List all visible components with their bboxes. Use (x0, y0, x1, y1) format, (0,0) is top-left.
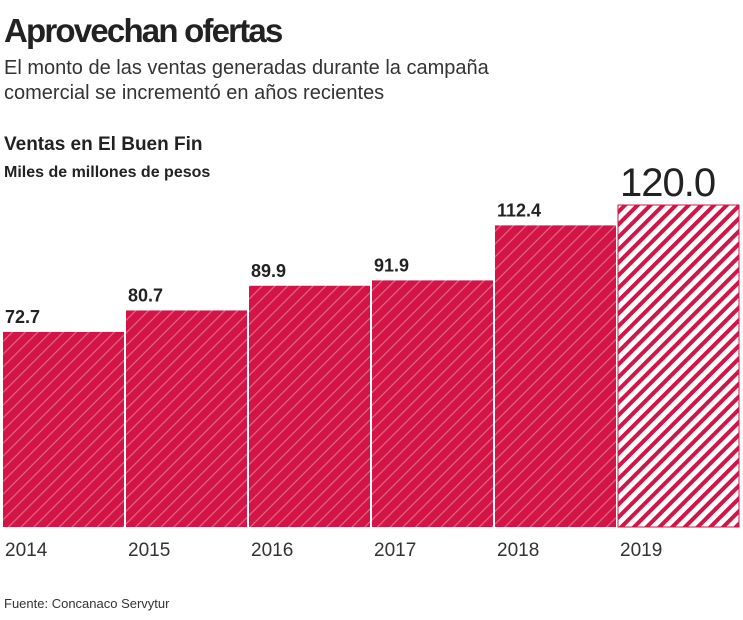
value-label: 120.0 (620, 161, 715, 205)
x-tick-label: 2014 (5, 540, 48, 561)
bar (495, 225, 616, 528)
x-tick-label: 2018 (497, 540, 539, 561)
bar (372, 280, 493, 527)
x-tick-label: 2015 (128, 540, 170, 561)
value-label: 112.4 (497, 200, 541, 220)
x-tick-label: 2019 (620, 540, 662, 561)
subtitle: El monto de las ventas generadas durante… (4, 57, 490, 79)
x-tick-label: 2016 (251, 540, 293, 561)
bar (3, 331, 124, 527)
value-label: 72.7 (5, 307, 40, 327)
value-label: 80.7 (128, 285, 163, 305)
chart-title: Ventas en El Buen Fin (4, 134, 203, 155)
value-label: 89.9 (251, 261, 286, 281)
unit-label: Miles de millones de pesos (4, 164, 210, 181)
bar (617, 204, 740, 528)
subtitle: comercial se incrementó en años reciente… (4, 82, 384, 104)
source: Fuente: Concanaco Servytur (4, 596, 170, 611)
x-tick-label: 2017 (374, 540, 416, 561)
bar (126, 310, 247, 527)
title: Aprovechan ofertas (4, 12, 282, 49)
value-label: 91.9 (374, 255, 409, 275)
bar (249, 285, 370, 527)
